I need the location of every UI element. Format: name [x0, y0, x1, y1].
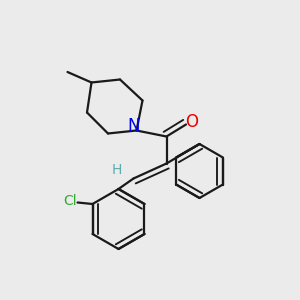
Text: H: H: [111, 164, 122, 177]
Text: Cl: Cl: [63, 194, 77, 208]
Text: N: N: [128, 117, 140, 135]
Text: O: O: [185, 113, 198, 131]
